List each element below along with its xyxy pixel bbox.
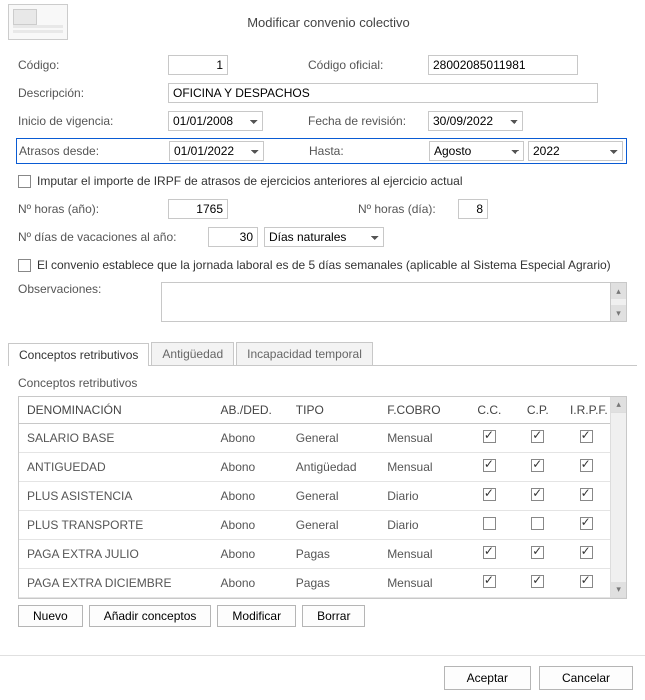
col-tipo: TIPO bbox=[288, 397, 379, 424]
observaciones-textarea[interactable] bbox=[161, 282, 611, 322]
label-convenio-5dias: El convenio establece que la jornada lab… bbox=[37, 258, 611, 272]
label-codigo-oficial: Código oficial: bbox=[308, 58, 428, 72]
conceptos-table: DENOMINACIÓN AB./DED. TIPO F.COBRO C.C. … bbox=[19, 397, 610, 598]
dias-vac-input[interactable] bbox=[208, 227, 258, 247]
row-checkbox[interactable] bbox=[580, 517, 593, 530]
descripcion-input[interactable] bbox=[168, 83, 598, 103]
row-checkbox[interactable] bbox=[580, 459, 593, 472]
col-cc: C.C. bbox=[465, 397, 513, 424]
dias-naturales-select[interactable]: Días naturales bbox=[264, 227, 384, 247]
col-irpf: I.R.P.F. bbox=[562, 397, 610, 424]
scroll-up-icon[interactable]: ▴ bbox=[611, 397, 626, 413]
col-abded: AB./DED. bbox=[213, 397, 288, 424]
row-checkbox[interactable] bbox=[483, 430, 496, 443]
label-inicio-vigencia: Inicio de vigencia: bbox=[18, 114, 168, 128]
row-checkbox[interactable] bbox=[483, 459, 496, 472]
borrar-button[interactable]: Borrar bbox=[302, 605, 365, 627]
row-checkbox[interactable] bbox=[531, 575, 544, 588]
label-imputar: Imputar el importe de IRPF de atrasos de… bbox=[37, 174, 463, 188]
convenio-5dias-checkbox[interactable] bbox=[18, 259, 31, 272]
row-checkbox[interactable] bbox=[580, 430, 593, 443]
nuevo-button[interactable]: Nuevo bbox=[18, 605, 83, 627]
cancelar-button[interactable]: Cancelar bbox=[539, 666, 633, 690]
row-checkbox[interactable] bbox=[580, 546, 593, 559]
scroll-down-icon[interactable]: ▾ bbox=[611, 582, 626, 598]
codigo-oficial-input[interactable] bbox=[428, 55, 578, 75]
row-checkbox[interactable] bbox=[531, 459, 544, 472]
row-checkbox[interactable] bbox=[483, 517, 496, 530]
observaciones-scrollbar[interactable]: ▴ ▾ bbox=[611, 282, 627, 322]
fecha-revision-select[interactable]: 30/09/2022 bbox=[428, 111, 523, 131]
form-thumbnail-icon bbox=[8, 4, 68, 40]
table-row[interactable]: PAGA EXTRA DICIEMBREAbonoPagasMensual bbox=[19, 569, 610, 598]
imputar-checkbox[interactable] bbox=[18, 175, 31, 188]
label-hasta: Hasta: bbox=[309, 144, 379, 158]
label-fecha-revision: Fecha de revisión: bbox=[308, 114, 428, 128]
row-checkbox[interactable] bbox=[531, 488, 544, 501]
hasta-mes-select[interactable]: Agosto bbox=[429, 141, 524, 161]
row-checkbox[interactable] bbox=[483, 546, 496, 559]
tab-conceptos[interactable]: Conceptos retributivos bbox=[8, 343, 149, 366]
atrasos-desde-select[interactable]: 01/01/2022 bbox=[169, 141, 264, 161]
col-fcobro: F.COBRO bbox=[379, 397, 465, 424]
inicio-vigencia-select[interactable]: 01/01/2008 bbox=[168, 111, 263, 131]
codigo-input[interactable] bbox=[168, 55, 228, 75]
col-cp: C.P. bbox=[514, 397, 562, 424]
tab-incapacidad[interactable]: Incapacidad temporal bbox=[236, 342, 373, 365]
row-checkbox[interactable] bbox=[531, 430, 544, 443]
hasta-ano-select[interactable]: 2022 bbox=[528, 141, 623, 161]
scroll-up-icon[interactable]: ▴ bbox=[611, 283, 626, 299]
label-atrasos-desde: Atrasos desde: bbox=[19, 144, 169, 158]
label-codigo: Código: bbox=[18, 58, 168, 72]
row-checkbox[interactable] bbox=[483, 488, 496, 501]
row-checkbox[interactable] bbox=[531, 546, 544, 559]
label-horas-ano: Nº horas (año): bbox=[18, 202, 168, 216]
scroll-down-icon[interactable]: ▾ bbox=[611, 305, 626, 321]
tab-antiguedad[interactable]: Antigüedad bbox=[151, 342, 234, 365]
table-row[interactable]: SALARIO BASEAbonoGeneralMensual bbox=[19, 424, 610, 453]
row-checkbox[interactable] bbox=[531, 517, 544, 530]
grid-title: Conceptos retributivos bbox=[18, 376, 627, 390]
label-dias-vac: Nº días de vacaciones al año: bbox=[18, 230, 208, 244]
horas-dia-input[interactable] bbox=[458, 199, 488, 219]
table-row[interactable]: PLUS TRANSPORTEAbonoGeneralDiario bbox=[19, 511, 610, 540]
row-checkbox[interactable] bbox=[580, 575, 593, 588]
row-checkbox[interactable] bbox=[580, 488, 593, 501]
label-observaciones: Observaciones: bbox=[18, 282, 161, 296]
table-row[interactable]: PLUS ASISTENCIAAbonoGeneralDiario bbox=[19, 482, 610, 511]
modificar-button[interactable]: Modificar bbox=[217, 605, 296, 627]
table-row[interactable]: ANTIGUEDADAbonoAntigüedadMensual bbox=[19, 453, 610, 482]
table-row[interactable]: PAGA EXTRA JULIOAbonoPagasMensual bbox=[19, 540, 610, 569]
label-descripcion: Descripción: bbox=[18, 86, 168, 100]
anadir-conceptos-button[interactable]: Añadir conceptos bbox=[89, 605, 212, 627]
horas-ano-input[interactable] bbox=[168, 199, 228, 219]
grid-scrollbar[interactable]: ▴ ▾ bbox=[610, 397, 626, 598]
aceptar-button[interactable]: Aceptar bbox=[444, 666, 531, 690]
page-title: Modificar convenio colectivo bbox=[80, 15, 637, 30]
label-horas-dia: Nº horas (día): bbox=[358, 202, 458, 216]
col-denominacion: DENOMINACIÓN bbox=[19, 397, 213, 424]
row-checkbox[interactable] bbox=[483, 575, 496, 588]
